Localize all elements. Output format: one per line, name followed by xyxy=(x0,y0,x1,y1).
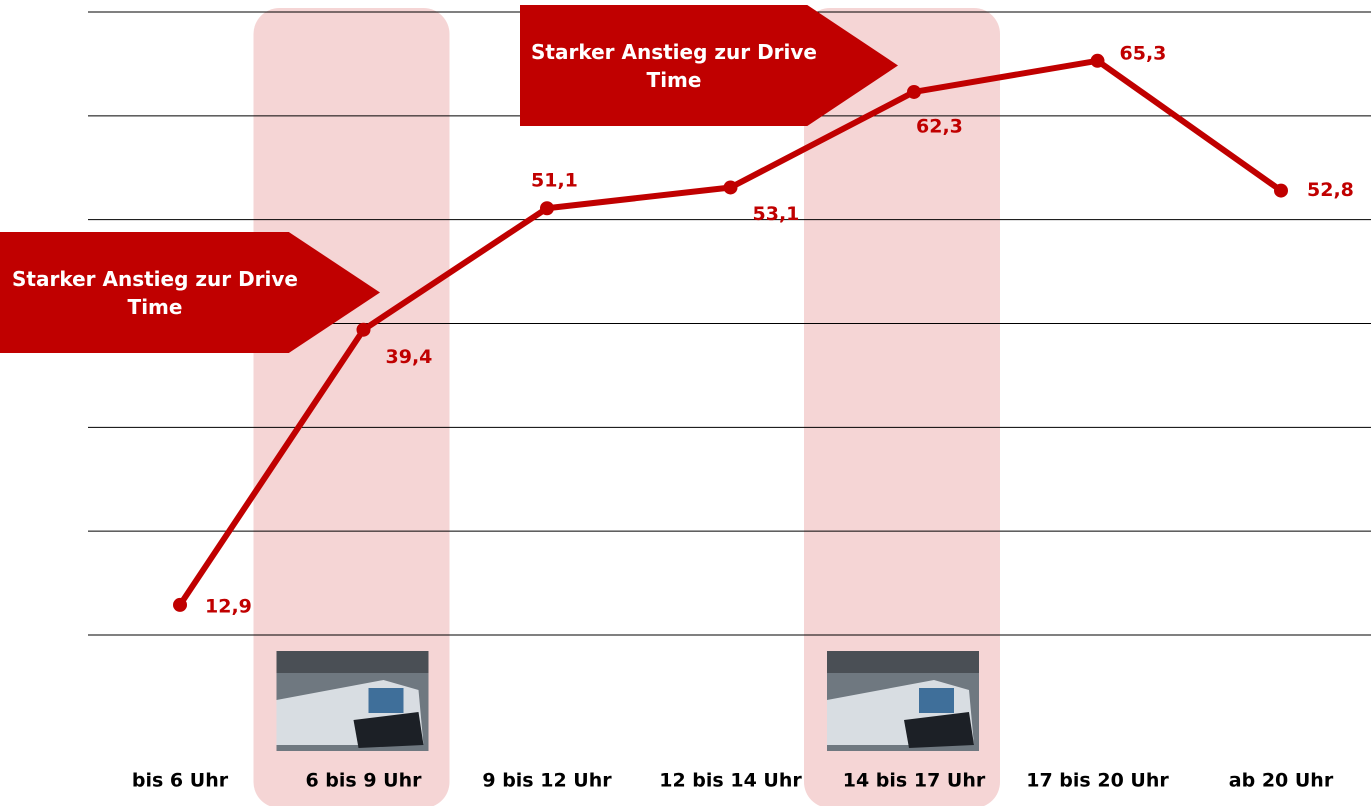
annotation-text: Starker Anstieg zur Drive Time xyxy=(5,265,305,321)
image-part xyxy=(827,651,979,673)
data-label: 65,3 xyxy=(1120,42,1167,64)
point xyxy=(173,598,187,612)
data-label: 52,8 xyxy=(1307,179,1354,201)
data-label: 51,1 xyxy=(531,170,578,192)
point xyxy=(357,323,371,337)
data-label: 39,4 xyxy=(386,346,433,368)
x-tick-label: ab 20 Uhr xyxy=(1229,770,1334,792)
point xyxy=(540,201,554,215)
x-tick-label: 9 bis 12 Uhr xyxy=(482,770,612,792)
data-label: 62,3 xyxy=(916,115,963,137)
point xyxy=(1274,184,1288,198)
x-tick-label: bis 6 Uhr xyxy=(132,770,229,792)
point xyxy=(724,180,738,194)
point xyxy=(907,85,921,99)
data-label: 12,9 xyxy=(205,595,252,617)
annotation-text: Starker Anstieg zur Drive Time xyxy=(524,38,824,94)
x-tick-label: 6 bis 9 Uhr xyxy=(305,770,422,792)
x-tick-label: 14 bis 17 Uhr xyxy=(843,770,986,792)
train-image xyxy=(277,651,429,751)
x-tick-label: 17 bis 20 Uhr xyxy=(1026,770,1169,792)
image-part xyxy=(277,651,429,673)
data-label: 53,1 xyxy=(753,203,800,225)
point xyxy=(1091,54,1105,68)
image-part xyxy=(369,688,404,713)
image-part xyxy=(919,688,954,713)
x-tick-label: 12 bis 14 Uhr xyxy=(659,770,802,792)
train-image xyxy=(827,651,979,751)
page: bis 6 Uhr 6 bis 9 Uhr 9 bis 12 Uhr 12 bis 1… xyxy=(0,0,1371,806)
